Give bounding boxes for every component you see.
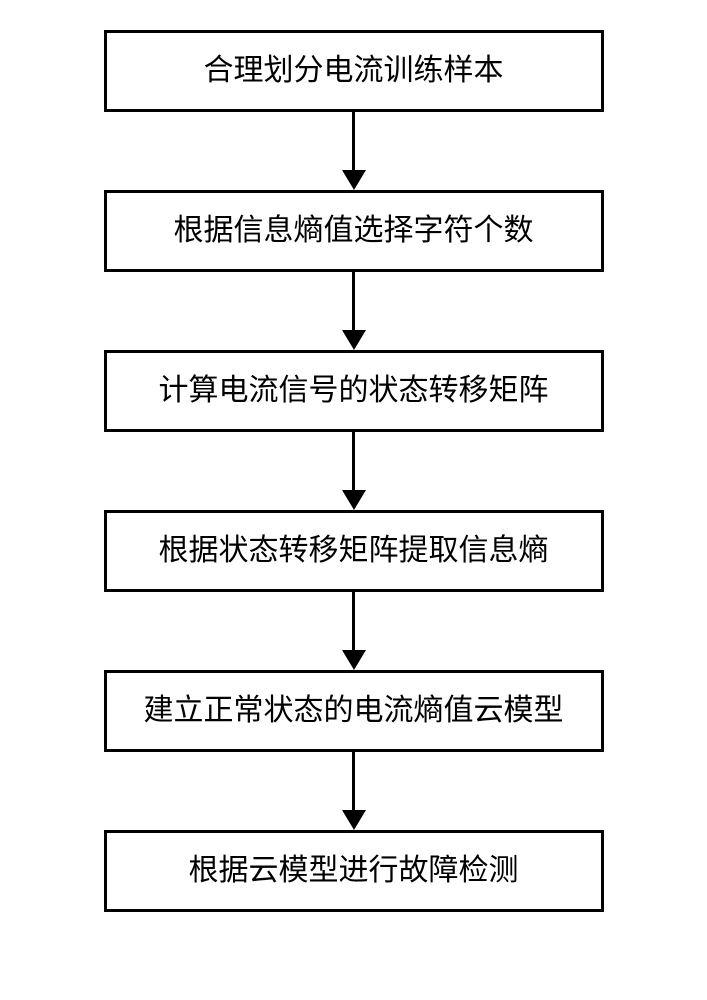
flowchart-container: 合理划分电流训练样本 根据信息熵值选择字符个数 计算电流信号的状态转移矩阵 根据… [104, 30, 604, 912]
flowchart-node-step1: 合理划分电流训练样本 [104, 30, 604, 112]
arrow-line [352, 112, 355, 170]
node-label: 计算电流信号的状态转移矩阵 [159, 374, 549, 407]
node-label: 合理划分电流训练样本 [204, 54, 504, 87]
flowchart-arrow [342, 112, 366, 190]
arrow-line [352, 752, 355, 810]
flowchart-node-step6: 根据云模型进行故障检测 [104, 830, 604, 912]
arrow-head-icon [342, 170, 366, 190]
arrow-line [352, 592, 355, 650]
flowchart-arrow [342, 432, 366, 510]
node-label: 根据云模型进行故障检测 [189, 854, 519, 887]
arrow-head-icon [342, 650, 366, 670]
arrow-head-icon [342, 490, 366, 510]
node-label: 根据状态转移矩阵提取信息熵 [159, 534, 549, 567]
flowchart-node-step3: 计算电流信号的状态转移矩阵 [104, 350, 604, 432]
flowchart-node-step5: 建立正常状态的电流熵值云模型 [104, 670, 604, 752]
arrow-head-icon [342, 810, 366, 830]
node-label: 根据信息熵值选择字符个数 [174, 214, 534, 247]
node-label: 建立正常状态的电流熵值云模型 [144, 694, 564, 727]
arrow-line [352, 432, 355, 490]
arrow-line [352, 272, 355, 330]
flowchart-arrow [342, 752, 366, 830]
arrow-head-icon [342, 330, 366, 350]
flowchart-node-step2: 根据信息熵值选择字符个数 [104, 190, 604, 272]
flowchart-node-step4: 根据状态转移矩阵提取信息熵 [104, 510, 604, 592]
flowchart-arrow [342, 272, 366, 350]
flowchart-arrow [342, 592, 366, 670]
